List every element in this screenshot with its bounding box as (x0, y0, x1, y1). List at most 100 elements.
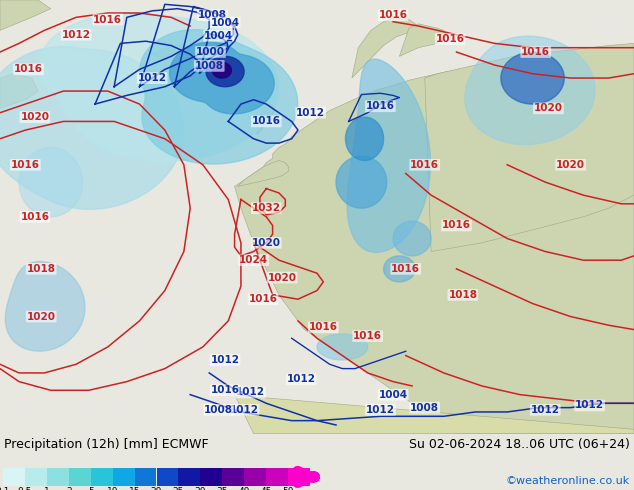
Polygon shape (0, 47, 184, 209)
Text: 1020: 1020 (556, 160, 585, 170)
Bar (266, 468, 288, 486)
Text: 25: 25 (172, 488, 184, 490)
Text: 1020: 1020 (20, 112, 49, 122)
Text: 1024: 1024 (239, 255, 268, 265)
Text: 1016: 1016 (14, 64, 43, 74)
Text: 1018: 1018 (448, 290, 477, 300)
Text: 1008: 1008 (410, 403, 439, 413)
Text: 1012: 1012 (296, 108, 325, 118)
Text: 1012: 1012 (287, 374, 316, 385)
Polygon shape (347, 59, 430, 252)
Text: 10: 10 (107, 488, 119, 490)
Text: 1020: 1020 (252, 238, 281, 248)
Polygon shape (38, 13, 278, 161)
Polygon shape (152, 46, 190, 57)
Bar (113, 468, 134, 486)
Text: 1012: 1012 (230, 405, 259, 415)
Polygon shape (336, 156, 387, 208)
Text: 1016: 1016 (252, 117, 281, 126)
Polygon shape (501, 52, 564, 104)
Text: 15: 15 (129, 488, 140, 490)
Text: 45: 45 (261, 488, 272, 490)
Polygon shape (257, 103, 274, 134)
Text: 0.5: 0.5 (18, 488, 32, 490)
Bar (25, 468, 47, 486)
Polygon shape (170, 42, 274, 114)
Polygon shape (0, 74, 38, 108)
Text: 50: 50 (282, 488, 294, 490)
Bar (178, 468, 200, 486)
Text: 1012: 1012 (575, 400, 604, 411)
Text: 1016: 1016 (93, 15, 122, 24)
Text: 1032: 1032 (252, 203, 281, 213)
Text: 1016: 1016 (309, 322, 338, 332)
Text: 1016: 1016 (20, 212, 49, 222)
Text: 1000: 1000 (196, 47, 225, 57)
Text: 1008: 1008 (204, 405, 233, 415)
Polygon shape (206, 56, 244, 87)
Polygon shape (212, 62, 231, 78)
Bar (288, 468, 310, 486)
Text: 1004̲: 1004̲ (204, 30, 233, 41)
Text: 1004: 1004 (210, 18, 240, 27)
Bar (47, 468, 68, 486)
Text: 1012: 1012 (210, 355, 240, 365)
Polygon shape (465, 36, 595, 145)
Bar (91, 468, 113, 486)
Text: 1016: 1016 (436, 34, 465, 44)
Polygon shape (0, 0, 51, 30)
Text: 1016: 1016 (391, 264, 420, 274)
Bar (134, 468, 157, 486)
Text: 1012: 1012 (366, 405, 395, 415)
Text: 30: 30 (195, 488, 206, 490)
Text: 40: 40 (238, 488, 250, 490)
Polygon shape (235, 52, 634, 434)
Text: 5: 5 (88, 488, 94, 490)
Text: 1012: 1012 (531, 405, 560, 415)
Polygon shape (19, 147, 82, 217)
Text: 1018: 1018 (27, 264, 56, 274)
Bar (68, 468, 91, 486)
Text: 1: 1 (44, 488, 49, 490)
Text: 1016: 1016 (521, 47, 550, 57)
Polygon shape (399, 24, 447, 56)
Bar (157, 468, 178, 486)
Text: Su 02-06-2024 18..06 UTC (06+24): Su 02-06-2024 18..06 UTC (06+24) (409, 438, 630, 451)
Text: 2: 2 (66, 488, 72, 490)
Text: 0.1: 0.1 (0, 488, 10, 490)
Text: 1008: 1008 (198, 10, 227, 20)
Text: Precipitation (12h) [mm] ECMWF: Precipitation (12h) [mm] ECMWF (4, 438, 209, 451)
Text: 1012: 1012 (61, 30, 91, 40)
Text: 1016: 1016 (442, 220, 471, 230)
Text: 1016: 1016 (353, 331, 382, 341)
Text: 35: 35 (217, 488, 228, 490)
Text: 1016: 1016 (249, 294, 278, 304)
Text: 1012: 1012 (138, 73, 167, 83)
Polygon shape (425, 44, 634, 251)
Polygon shape (384, 256, 415, 282)
Text: 1016: 1016 (410, 160, 439, 170)
Polygon shape (5, 262, 85, 351)
Bar (200, 468, 223, 486)
Polygon shape (139, 30, 297, 164)
Text: 20: 20 (151, 488, 162, 490)
Text: 1004: 1004 (378, 390, 408, 400)
Text: 1012: 1012 (236, 388, 265, 397)
Text: 1016: 1016 (210, 385, 240, 395)
Text: 1020: 1020 (268, 272, 297, 283)
Text: 1016: 1016 (366, 101, 395, 111)
Polygon shape (238, 160, 288, 187)
Polygon shape (235, 394, 634, 434)
Polygon shape (352, 17, 418, 78)
Bar (223, 468, 244, 486)
Text: 1020: 1020 (534, 103, 563, 113)
Bar (244, 468, 266, 486)
Text: 1016: 1016 (378, 10, 408, 20)
Bar (3, 468, 25, 486)
Text: ©weatheronline.co.uk: ©weatheronline.co.uk (506, 476, 630, 486)
Text: 1008: 1008 (195, 61, 224, 71)
Polygon shape (346, 117, 384, 160)
Text: 1016: 1016 (11, 160, 40, 170)
Polygon shape (317, 334, 368, 360)
Polygon shape (393, 221, 431, 256)
